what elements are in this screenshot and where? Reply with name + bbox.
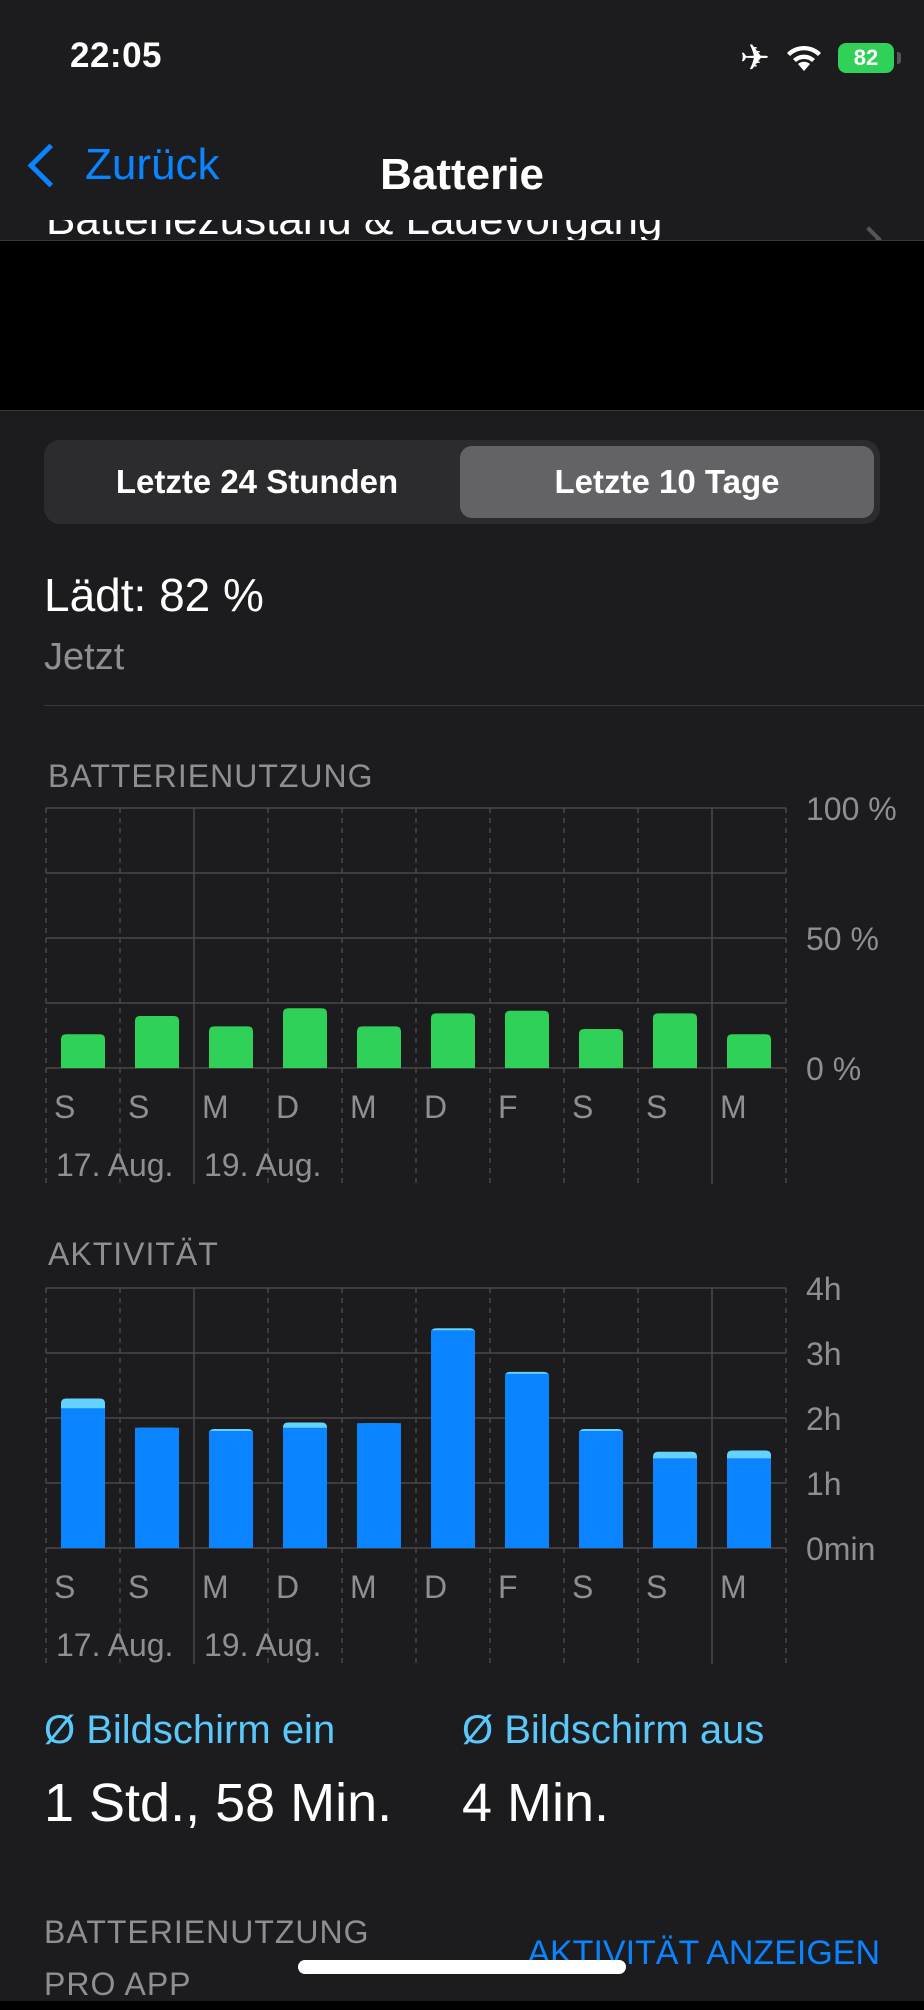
status-time: 22:05: [70, 36, 163, 75]
date-label: 17. Aug.: [56, 1147, 173, 1183]
x-tick-label: D: [276, 1569, 299, 1605]
bar-screen-on: [579, 1431, 623, 1548]
x-tick-label: M: [720, 1569, 747, 1605]
bar-screen-on: [61, 1408, 105, 1548]
segment-10-days[interactable]: Letzte 10 Tage: [460, 446, 874, 518]
screen-on-label: Ø Bildschirm ein: [44, 1708, 336, 1752]
charging-time: Jetzt: [44, 636, 125, 678]
usage-title-line2: PRO APP: [44, 1966, 192, 2002]
bar-screen-on: [135, 1427, 179, 1548]
y-tick-label: 50 %: [806, 921, 879, 957]
x-tick-label: M: [350, 1089, 377, 1125]
x-tick-label: M: [202, 1569, 229, 1605]
usage-title-line1: BATTERIENUTZUNG: [44, 1914, 370, 1950]
y-tick-label: 0 %: [806, 1051, 861, 1087]
activity-title: AKTIVITÄT: [48, 1236, 219, 1272]
x-tick-label: S: [128, 1569, 149, 1605]
battery-card: [0, 410, 924, 2001]
bar-screen-on: [283, 1427, 327, 1548]
y-tick-label: 0min: [806, 1531, 875, 1567]
bar-battery: [283, 1008, 327, 1068]
status-bar: 22:05 ✈ 82: [0, 0, 924, 120]
x-tick-label: F: [498, 1569, 518, 1605]
bar-battery: [727, 1034, 771, 1068]
screen-off-label: Ø Bildschirm aus: [462, 1708, 765, 1752]
airplane-icon: ✈: [739, 37, 770, 78]
back-button[interactable]: Zurück: [24, 140, 219, 190]
x-tick-label: S: [572, 1089, 593, 1125]
battery-health-label: Batteriezustand & Ladevorgang: [46, 220, 662, 246]
back-label: Zurück: [85, 140, 220, 189]
x-tick-label: S: [646, 1089, 667, 1125]
x-tick-label: D: [424, 1089, 447, 1125]
time-range-segmented-control: Letzte 24 Stunden Letzte 10 Tage: [44, 440, 880, 524]
battery-usage-title: BATTERIENUTZUNG: [48, 758, 374, 794]
status-icons: ✈ 82: [739, 37, 901, 78]
activity-chart: 4h 3h 2h 1h 0min S S M D M D F S S M 17. Aug. 19. Aug.: [45, 1271, 875, 1664]
bar-battery: [431, 1013, 475, 1068]
bar-battery: [209, 1026, 253, 1068]
bar-screen-on: [357, 1423, 401, 1548]
y-tick-label: 2h: [806, 1401, 842, 1437]
date-label: 19. Aug.: [204, 1147, 321, 1183]
battery-usage-chart: 100 % 50 % 0 % S S M D M D F S S M 17. Aug. 19. Aug.: [45, 791, 897, 1184]
usage-per-app-title: BATTERIENUTZUNG PRO APP: [44, 1906, 370, 2010]
chart-grid: [45, 807, 787, 1184]
x-tick-label: S: [54, 1569, 75, 1605]
x-tick-label: D: [276, 1089, 299, 1125]
bar-screen-on: [653, 1458, 697, 1548]
x-tick-label: M: [202, 1089, 229, 1125]
wifi-icon: [787, 45, 821, 71]
y-tick-label: 4h: [806, 1271, 842, 1307]
date-label: 19. Aug.: [204, 1627, 321, 1663]
bar-screen-on: [505, 1373, 549, 1548]
x-tick-label: S: [54, 1089, 75, 1125]
bar-screen-on: [209, 1431, 253, 1548]
x-tick-label: M: [720, 1089, 747, 1125]
bar-battery: [579, 1029, 623, 1068]
bar-battery: [61, 1034, 105, 1068]
battery-icon: 82: [838, 43, 901, 73]
page-title: Batterie: [380, 150, 544, 199]
bar-battery: [505, 1010, 549, 1068]
x-tick-label: D: [424, 1569, 447, 1605]
bar-battery: [653, 1013, 697, 1068]
charging-status: Lädt: 82 %: [44, 569, 264, 621]
y-tick-label: 1h: [806, 1466, 842, 1502]
y-tick-label: 100 %: [806, 791, 897, 827]
screen-on-value: 1 Std., 58 Min.: [44, 1773, 393, 1833]
chart-grid: [45, 1287, 787, 1664]
segment-24-hours[interactable]: Letzte 24 Stunden: [115, 463, 399, 500]
x-tick-label: M: [350, 1569, 377, 1605]
bar-battery: [357, 1026, 401, 1068]
date-label: 17. Aug.: [56, 1627, 173, 1663]
x-tick-label: S: [646, 1569, 667, 1605]
navigation-bar: Zurück Batterie: [0, 120, 924, 240]
y-tick-label: 3h: [806, 1336, 842, 1372]
screen-off-value: 4 Min.: [462, 1773, 610, 1833]
divider: [44, 705, 924, 706]
bar-screen-on: [431, 1330, 475, 1548]
x-tick-label: S: [128, 1089, 149, 1125]
x-tick-label: F: [498, 1089, 518, 1125]
bar-battery: [135, 1016, 179, 1068]
battery-level: 82: [853, 45, 879, 70]
home-indicator: [298, 1960, 626, 1974]
bar-screen-on: [727, 1458, 771, 1548]
x-tick-label: S: [572, 1569, 593, 1605]
